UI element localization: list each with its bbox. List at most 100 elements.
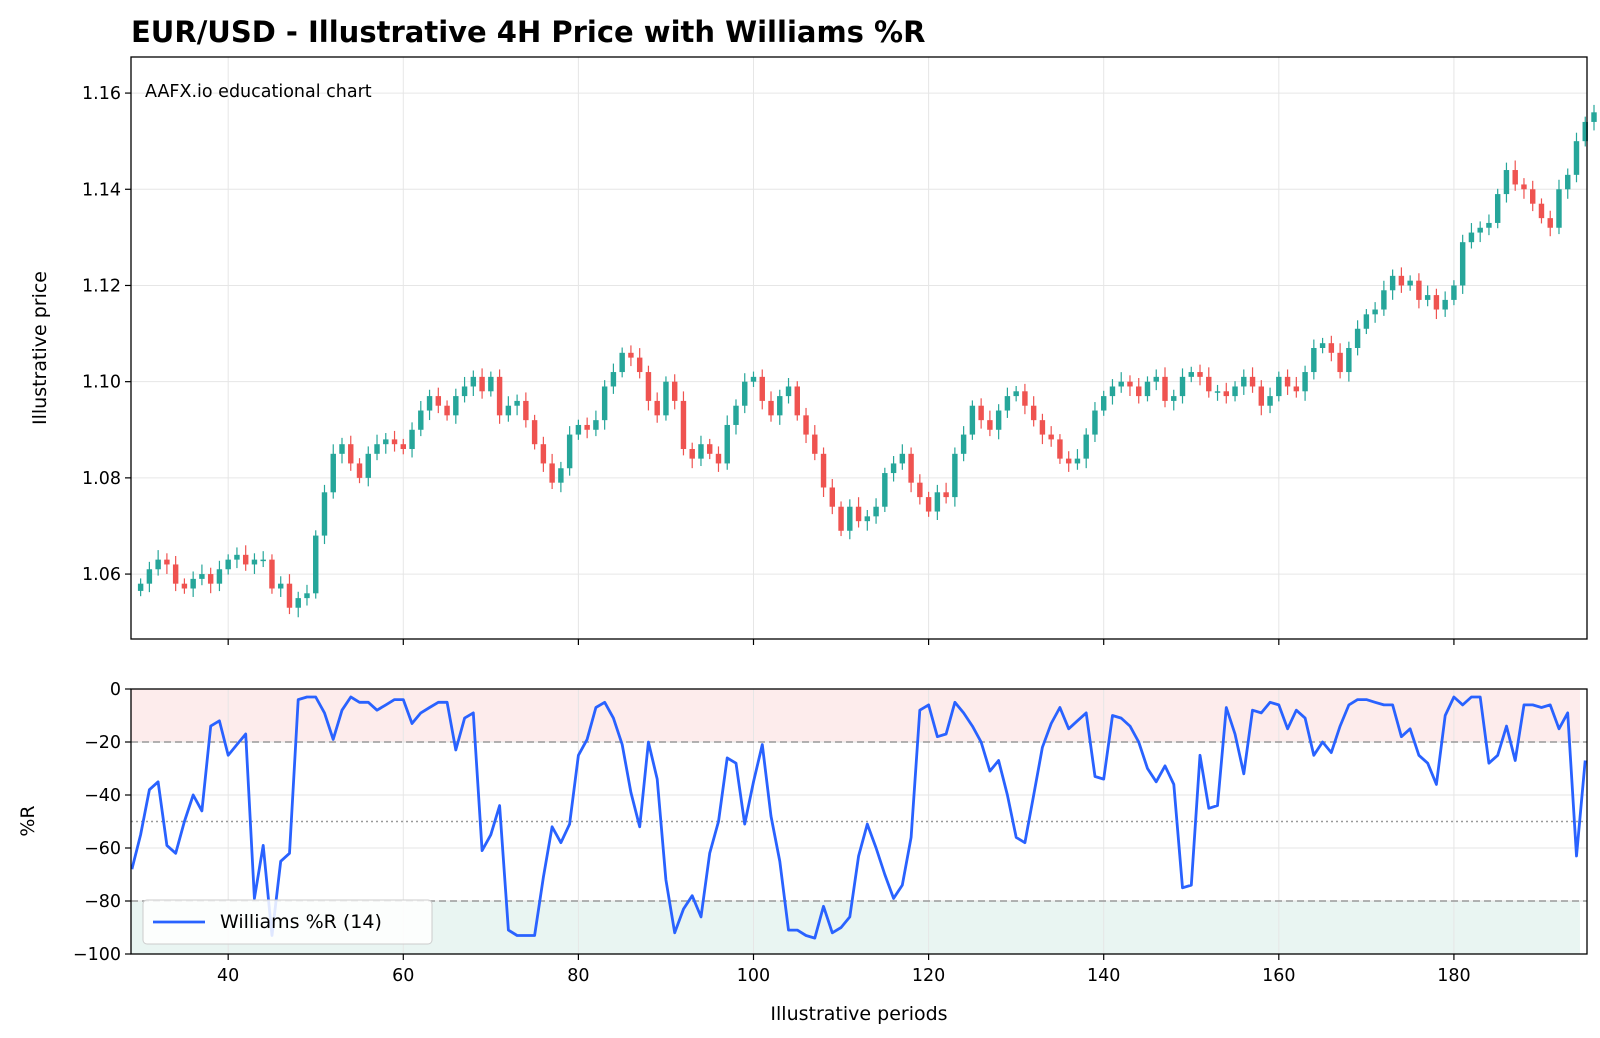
- candle-body: [855, 506, 862, 522]
- candle-body: [549, 463, 555, 483]
- candle-body: [1162, 376, 1168, 401]
- candle-body: [1276, 376, 1282, 397]
- candle-body: [619, 352, 625, 373]
- x-tick-label: 120: [912, 966, 945, 986]
- candle-body: [1136, 386, 1142, 397]
- candle-body: [952, 453, 958, 498]
- candle-body: [768, 400, 774, 416]
- chart-annotation: AAFX.io educational chart: [145, 82, 372, 102]
- candle-body: [1153, 376, 1159, 382]
- candle-body: [514, 400, 520, 406]
- candle-body: [1284, 376, 1291, 387]
- candle-body: [925, 497, 932, 512]
- candle-body: [216, 569, 223, 584]
- candle-body: [1232, 386, 1238, 397]
- candle-body: [365, 453, 371, 478]
- candle-body: [584, 424, 590, 430]
- candle-body: [1521, 184, 1527, 190]
- price-gridlines: [131, 57, 1587, 639]
- candle-body: [794, 386, 800, 416]
- candle-body: [742, 381, 748, 406]
- candle-body: [461, 386, 468, 397]
- candle-body: [1074, 458, 1081, 464]
- candle-body: [479, 376, 485, 392]
- candle-body: [181, 583, 188, 589]
- candle-body: [812, 434, 818, 454]
- candle-body: [628, 352, 634, 358]
- candle-body: [1319, 343, 1326, 348]
- candle-body: [242, 554, 249, 565]
- candle-body: [1013, 391, 1019, 397]
- candle-body: [1258, 386, 1265, 406]
- candle-body: [636, 357, 643, 373]
- candle-body: [1565, 174, 1571, 190]
- williams-r-y-tick-label: −60: [84, 839, 121, 859]
- x-tick-label: 60: [392, 966, 414, 986]
- legend-label: Williams %R (14): [220, 911, 382, 933]
- candle-body: [1127, 381, 1133, 387]
- overbought-zone: [131, 689, 1580, 742]
- candle-body: [225, 559, 231, 570]
- price-plot-frame: [130, 56, 1588, 640]
- candle-body: [155, 559, 161, 570]
- candle-body: [890, 463, 897, 474]
- candle-body: [391, 439, 398, 445]
- price-y-tick-label: 1.12: [82, 276, 121, 296]
- candle-body: [269, 559, 275, 589]
- candle-body: [873, 506, 879, 517]
- williams-r-y-axis-ticks: 0 −20 −40 −60 −80 −100: [73, 680, 131, 965]
- candle-body: [978, 405, 984, 421]
- candle-body: [882, 473, 888, 507]
- candle-body: [400, 444, 407, 450]
- candle-body: [304, 593, 310, 599]
- x-tick-label: 40: [217, 966, 239, 986]
- candle-body: [1092, 410, 1098, 435]
- price-x-axis-ticks: [227, 639, 1455, 645]
- candle-body: [934, 492, 941, 512]
- candle-body: [1346, 348, 1352, 373]
- candle-body: [1311, 348, 1317, 373]
- candle-body: [251, 559, 258, 565]
- candle-body: [715, 453, 722, 464]
- candle-body: [260, 559, 266, 562]
- candle-body: [1372, 309, 1378, 315]
- candle-body: [847, 506, 853, 531]
- candle-body: [1188, 372, 1194, 377]
- candle-body: [409, 429, 415, 450]
- candle-body: [917, 482, 923, 498]
- candle-body: [1267, 396, 1273, 406]
- williams-r-y-tick-label: −40: [84, 786, 121, 806]
- candle-body: [1328, 343, 1335, 353]
- candle-body: [1109, 386, 1116, 397]
- candle-body: [558, 468, 564, 483]
- price-y-axis-label: Illustrative price: [29, 271, 51, 425]
- x-axis-label: Illustrative periods: [770, 1003, 947, 1025]
- candle-body: [969, 405, 976, 435]
- candle-body: [1381, 290, 1387, 310]
- candle-body: [199, 574, 205, 579]
- candle-body: [523, 400, 529, 421]
- candle-body: [383, 439, 389, 445]
- candle-body: [733, 405, 739, 425]
- candle-body: [321, 492, 328, 536]
- candle-body: [724, 424, 730, 464]
- candle-body: [995, 410, 1002, 430]
- candle-body: [785, 386, 792, 397]
- candle-body: [207, 574, 214, 584]
- candle-body: [330, 453, 336, 493]
- candle-body: [838, 506, 844, 531]
- candle-body: [348, 444, 354, 464]
- candle-body: [575, 424, 582, 435]
- candle-body: [1451, 285, 1457, 300]
- candle-body: [286, 583, 293, 608]
- candle-body: [356, 463, 363, 478]
- williams-r-level-lines: [131, 741, 1587, 902]
- candle-body: [190, 578, 196, 589]
- candle-body: [295, 598, 301, 608]
- candle-body: [1398, 275, 1405, 286]
- candle-body: [313, 535, 319, 594]
- candle-body: [803, 415, 809, 435]
- legend: Williams %R (14): [142, 899, 433, 945]
- candle-body: [488, 376, 494, 392]
